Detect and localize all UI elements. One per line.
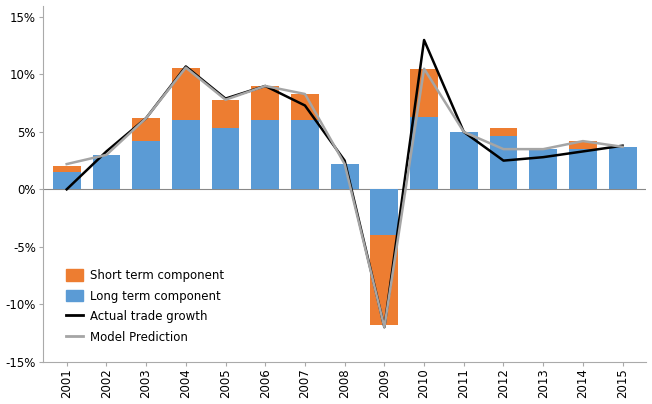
Bar (569, 149, 597, 189)
Bar (490, 128, 518, 137)
Bar (529, 149, 557, 189)
Bar (450, 132, 478, 189)
Bar (172, 67, 200, 120)
Bar (410, 117, 438, 189)
Bar (251, 120, 279, 189)
Bar (53, 166, 81, 172)
Bar (331, 164, 359, 189)
Bar (132, 141, 160, 189)
Bar (212, 128, 239, 189)
Bar (370, 189, 398, 235)
Bar (569, 141, 597, 149)
Bar (212, 100, 239, 128)
Legend: Short term component, Long term component, Actual trade growth, Model Prediction: Short term component, Long term componen… (61, 264, 230, 349)
Bar (53, 172, 81, 189)
Bar (609, 147, 636, 189)
Bar (172, 120, 200, 189)
Bar (490, 137, 518, 189)
Bar (132, 118, 160, 141)
Bar (291, 120, 319, 189)
Bar (93, 155, 121, 189)
Bar (291, 94, 319, 120)
Bar (251, 86, 279, 120)
Bar (410, 69, 438, 117)
Bar (370, 235, 398, 325)
